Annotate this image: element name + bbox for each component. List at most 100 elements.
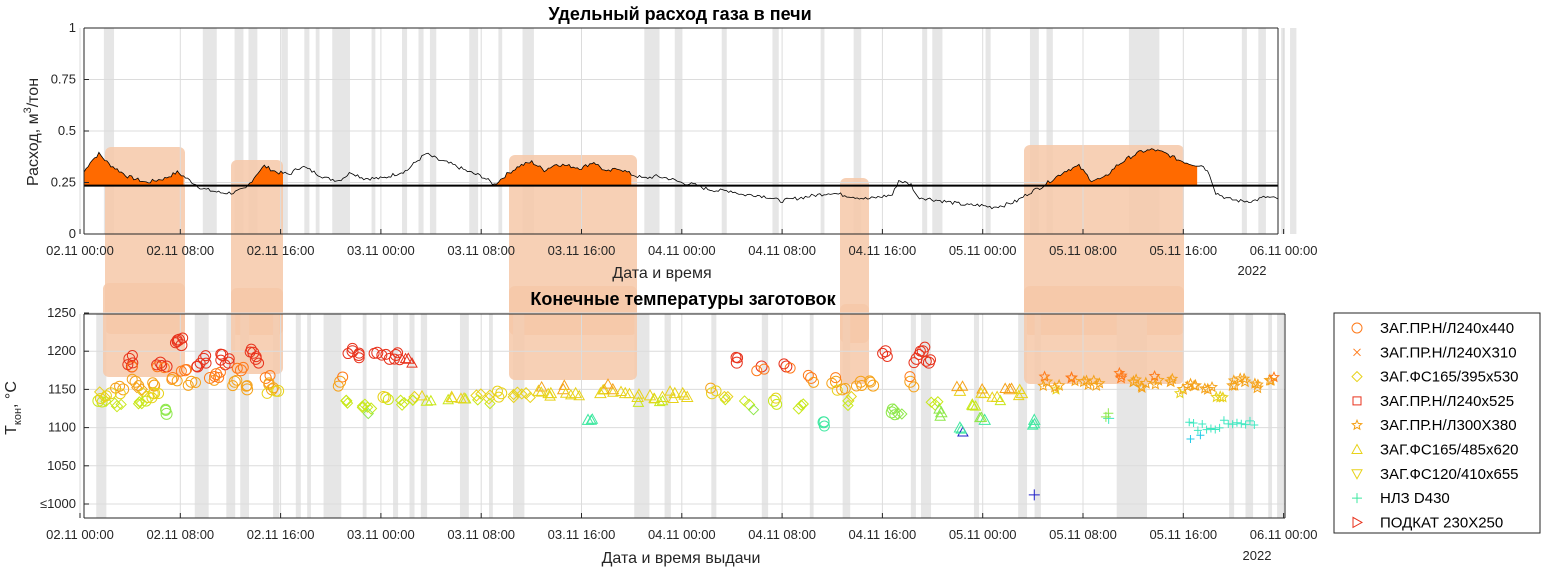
idle-band — [761, 314, 769, 518]
marker-triangle-up — [615, 385, 627, 397]
marker-star — [1265, 374, 1278, 386]
y-tick-label: 1 — [69, 20, 76, 35]
excess-area — [494, 160, 632, 186]
excess-area — [233, 165, 283, 186]
chart-title: Удельный расход газа в печи — [548, 4, 811, 24]
idle-band — [1290, 28, 1297, 234]
marker-circle — [185, 375, 198, 388]
idle-band — [1268, 314, 1273, 518]
marker-triangle-up — [455, 392, 467, 403]
marker-triangle-up — [653, 395, 666, 407]
marker-diamond — [484, 397, 496, 410]
marker-plus — [1219, 416, 1228, 425]
marker-circle — [784, 362, 796, 374]
marker-triangle-up — [934, 405, 948, 418]
marker-circle — [889, 409, 901, 421]
marker-triangle-up — [986, 391, 999, 402]
marker-triangle-right — [1352, 516, 1364, 529]
idle-band — [1229, 314, 1235, 518]
x-tick-label: 05.11 08:00 — [1049, 243, 1117, 258]
marker-diamond — [842, 394, 855, 408]
marker-diamond — [797, 398, 810, 410]
excess-area — [84, 152, 184, 186]
marker-triangle-up — [558, 379, 571, 390]
x-tick-label: 06.11 00:00 — [1250, 243, 1318, 258]
marker-circle — [171, 375, 183, 387]
y-tick-label: 1200 — [47, 343, 76, 358]
idle-band — [194, 314, 209, 518]
marker-circle — [818, 420, 830, 432]
marker-diamond — [842, 399, 854, 412]
marker-circle — [210, 368, 223, 381]
idle-band — [1034, 314, 1041, 518]
marker-star — [1234, 372, 1247, 384]
marker-circle — [171, 336, 183, 348]
y-tick-label: ≤1000 — [40, 496, 76, 511]
x-tick-label: 06.11 00:00 — [1250, 527, 1318, 542]
marker-star — [1173, 387, 1186, 399]
marker-triangle-up — [623, 387, 636, 399]
marker-star — [1188, 379, 1201, 391]
x-tick-label: 02.11 00:00 — [46, 527, 114, 542]
marker-circle — [245, 343, 257, 355]
marker-triangle-up — [401, 352, 415, 364]
legend-entry-label: ЗАГ.ПР.Н/Л300Х380 — [1380, 417, 1517, 434]
marker-triangle-up — [594, 386, 607, 399]
gas-series-line — [83, 148, 1279, 210]
marker-circle — [223, 353, 235, 365]
idle-band — [295, 314, 301, 518]
marker-circle — [169, 337, 181, 349]
marker-star — [1228, 379, 1241, 391]
marker-circle — [758, 363, 770, 375]
idle-band — [973, 314, 980, 518]
marker-triangle-down — [1351, 469, 1363, 480]
marker-star — [1350, 418, 1364, 431]
marker-star — [1048, 381, 1061, 393]
marker-star — [1082, 378, 1095, 391]
marker-circle — [829, 375, 842, 388]
x-tick-label: 03.11 08:00 — [447, 243, 515, 258]
idle-band — [409, 314, 415, 518]
x-tick-label: 02.11 08:00 — [146, 527, 214, 542]
marker-diamond — [470, 389, 483, 402]
marker-diamond — [395, 398, 409, 411]
marker-diamond — [407, 394, 419, 406]
marker-triangle-up — [425, 394, 437, 406]
idle-band — [362, 314, 367, 518]
marker-triangle-up — [1026, 419, 1039, 430]
marker-triangle-up — [585, 414, 598, 425]
x-tick-label: 04.11 16:00 — [849, 243, 917, 258]
marker-diamond — [132, 398, 145, 410]
marker-circle — [353, 352, 365, 364]
marker-circle — [182, 379, 194, 391]
marker-star — [1250, 381, 1264, 394]
marker-plus — [1189, 418, 1198, 427]
marker-triangle-up — [976, 382, 988, 394]
marker-circle — [904, 375, 917, 388]
marker-diamond — [110, 400, 124, 413]
legend-entry-label: ЗАГ.ПР.Н/Л240х525 — [1380, 393, 1514, 410]
marker-triangle-up — [573, 389, 586, 401]
marker-star — [1184, 377, 1197, 389]
marker-triangle-up — [406, 357, 418, 368]
marker-star — [1148, 369, 1161, 382]
marker-diamond — [115, 398, 127, 411]
marker-circle — [250, 351, 262, 363]
marker-triangle-up — [442, 393, 455, 405]
marker-plus — [1185, 418, 1194, 427]
marker-diamond — [133, 396, 146, 408]
marker-circle — [215, 348, 227, 360]
marker-triangle-up — [399, 352, 412, 364]
marker-triangle-up — [559, 387, 572, 398]
marker-star — [1037, 379, 1050, 392]
marker-diamond — [361, 401, 374, 413]
marker-circle — [850, 380, 862, 392]
marker-triangle-up — [1013, 383, 1026, 395]
marker-circle — [200, 350, 212, 362]
marker-star — [1248, 377, 1261, 389]
marker-triangle-up — [532, 384, 545, 396]
highlight-rectangles — [103, 283, 1184, 384]
highlight-rect — [103, 283, 185, 377]
y-tick-label: 1250 — [47, 305, 76, 320]
marker-diamond — [135, 396, 148, 410]
